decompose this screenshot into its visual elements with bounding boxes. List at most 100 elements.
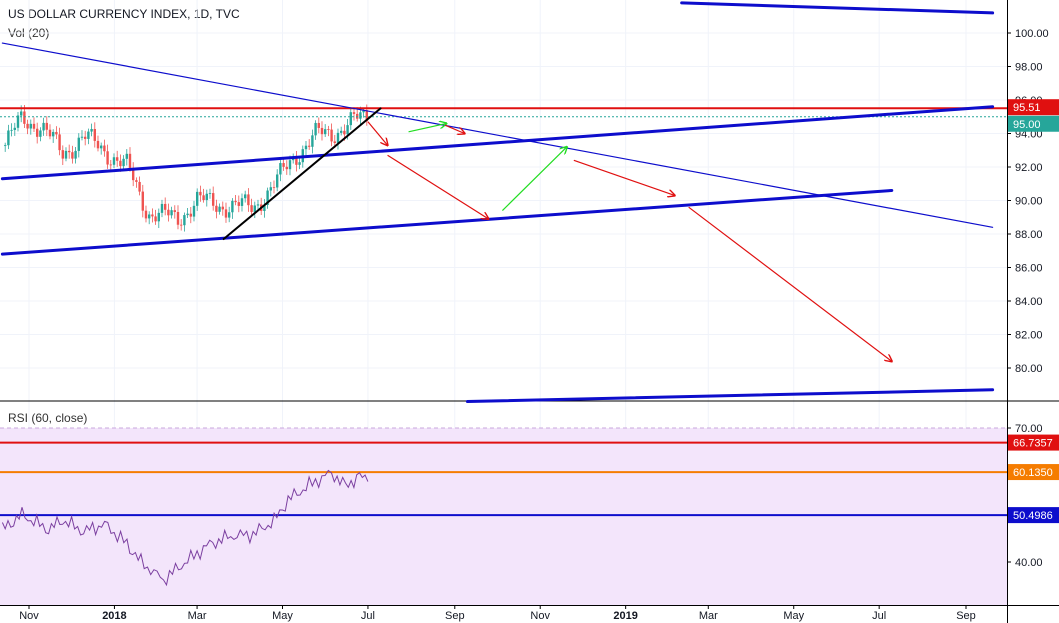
candle [243, 190, 247, 203]
candle-body [192, 205, 196, 217]
candle [13, 122, 16, 136]
candle [173, 205, 176, 219]
bullish-arrow [501, 147, 566, 211]
candle [144, 205, 148, 223]
candle [125, 149, 128, 166]
bearish-arrow [367, 121, 388, 145]
candle [314, 120, 317, 140]
candle [189, 207, 192, 224]
bearish-arrow [573, 159, 675, 195]
candle-body [346, 125, 349, 135]
candle-body [138, 181, 141, 192]
trend-line [222, 107, 382, 241]
time-tick-label: Sep [445, 610, 465, 622]
candle-body [32, 123, 36, 129]
candle-body [237, 202, 240, 206]
rsi-level-label-bg [1008, 434, 1059, 451]
candle-body [231, 200, 234, 213]
candle-body [83, 136, 87, 139]
candle [163, 197, 167, 216]
time-tick-label: Jul [872, 610, 886, 622]
candle-body [253, 205, 256, 212]
candle-body [224, 209, 228, 218]
candle-body [61, 150, 64, 159]
candle-body [64, 150, 68, 159]
candle [186, 208, 189, 218]
candle-body [90, 128, 93, 132]
price-tick-label: 100.00 [1015, 28, 1049, 40]
candle [279, 160, 282, 182]
candle [304, 140, 308, 156]
candle [263, 199, 266, 218]
candle-body [167, 209, 170, 216]
value-labels: 95.51 95.00 66.7357 60.1350 50.4986 [1008, 99, 1059, 524]
candle-body [128, 153, 132, 168]
rsi-indicator-label: RSI (60, close) [8, 411, 88, 425]
candle [80, 130, 84, 141]
rsi-level-label: 66.7357 [1013, 438, 1053, 450]
candle [131, 162, 135, 187]
candle [285, 160, 288, 175]
candle [215, 199, 218, 219]
candle [151, 208, 154, 223]
candle-body [279, 163, 282, 175]
bearish-arrow [387, 154, 489, 219]
candle-body [170, 210, 173, 216]
price-tick-label: 98.00 [1015, 62, 1043, 74]
candle-body [272, 187, 276, 189]
candle-body [115, 157, 119, 161]
candle [3, 142, 7, 152]
bullish-arrow [408, 123, 447, 133]
candle [45, 116, 48, 137]
candle [93, 122, 96, 148]
candle [295, 151, 298, 172]
candle-body [99, 145, 103, 149]
candle-body [205, 193, 208, 201]
candle [269, 181, 272, 197]
candle-body [122, 158, 125, 167]
candle-body [23, 111, 26, 124]
candle-body [179, 224, 183, 226]
candle [224, 202, 228, 223]
candle-body [186, 213, 189, 216]
candle-body [144, 210, 148, 219]
candle-body [269, 187, 272, 191]
candle-body [141, 191, 144, 211]
candle [83, 130, 87, 146]
resistance-price-label-bg [1008, 99, 1059, 116]
candle-body [227, 212, 231, 218]
candle [147, 211, 151, 225]
candle-body [103, 145, 106, 152]
candle-body [106, 151, 109, 165]
candle [67, 144, 71, 159]
trend-line [465, 388, 995, 403]
rsi-level-label: 50.4986 [1013, 510, 1053, 522]
candle [195, 188, 199, 211]
candle [99, 142, 103, 155]
candle-body [45, 122, 48, 130]
candle-body [336, 132, 340, 143]
candle [87, 128, 90, 145]
time-tick-label: May [783, 610, 804, 622]
candle-body [199, 191, 202, 196]
candle [240, 193, 244, 212]
candle-body [314, 122, 317, 136]
candle-body [311, 135, 314, 147]
candle [183, 212, 186, 232]
candle-body [109, 164, 112, 166]
candle-body [211, 193, 215, 206]
candle-body [96, 140, 100, 149]
rsi-tick-label: 40.00 [1015, 557, 1043, 569]
candle-body [176, 211, 180, 225]
candle-body [263, 205, 266, 211]
candle [90, 123, 93, 137]
time-tick-label: Mar [188, 610, 207, 622]
candle [154, 209, 157, 225]
candle [275, 169, 279, 192]
candle-body [304, 145, 308, 150]
candle-body [13, 127, 16, 130]
candle-body [282, 163, 285, 167]
rsi-pane [0, 427, 1007, 605]
candle-body [10, 129, 13, 131]
